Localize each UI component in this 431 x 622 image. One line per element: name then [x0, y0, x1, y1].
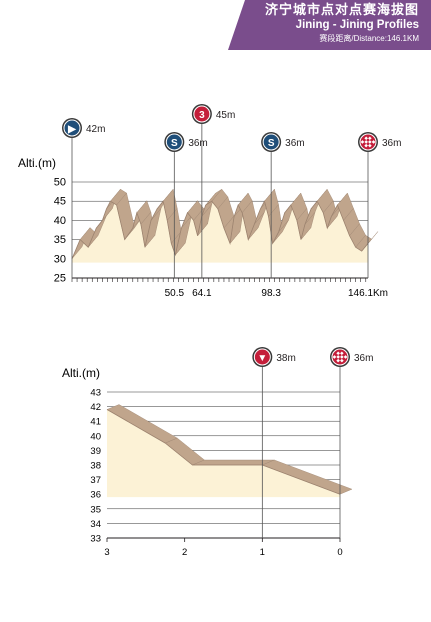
y-tick-label: 25	[54, 273, 66, 285]
marker-kom-3-icon-symbol: 3	[199, 110, 205, 121]
y-axis-label: Alti.(m)	[18, 156, 56, 170]
marker-sprint-icon-altitude: 36m	[285, 138, 304, 149]
elevation-line	[71, 200, 369, 259]
checker-square	[336, 355, 340, 359]
checker-square	[343, 355, 348, 359]
sprint-icon	[165, 133, 183, 151]
x-tick-label: 3	[104, 547, 109, 558]
marker-flamme-rouge-icon-altitude: 38m	[276, 353, 295, 364]
stage-distance: 赛段距离/Distance:146.1KM	[319, 34, 419, 43]
y-tick-label: 34	[90, 519, 101, 530]
header-banner: 济宁城市点对点赛海拔图 Jining - Jining Profiles 赛段距…	[0, 0, 431, 50]
x-tick-label: 0	[337, 547, 342, 558]
x-tick-label: 2	[182, 547, 187, 558]
y-tick-label: 35	[54, 234, 66, 246]
stage-title-cn: 济宁城市点对点赛海拔图	[264, 2, 419, 17]
y-tick-label: 35	[90, 504, 101, 515]
y-axis-label: Alti.(m)	[62, 366, 100, 380]
marker-sprint-icon-symbol: S	[171, 138, 178, 149]
checker-square	[336, 358, 340, 363]
y-tick-label: 41	[90, 417, 101, 428]
marker-sprint-icon-altitude: 36m	[188, 138, 207, 149]
y-tick-label: 37	[90, 475, 101, 486]
y-tick-label: 40	[90, 431, 101, 442]
sprint-icon	[262, 133, 280, 151]
x-tick-label: 1	[260, 547, 265, 558]
elevation-profile-chart: Alti.(m) 25 30 35 40 45 50 50.5 64.1 98.3 146.1Km ▶…	[18, 104, 401, 299]
stage-title-en: Jining - Jining Profiles	[295, 19, 419, 31]
y-tick-label: 39	[90, 446, 101, 457]
start-icon	[63, 119, 81, 137]
y-tick-label: 40	[54, 215, 66, 227]
marker-start-icon-altitude: 42m	[86, 124, 105, 135]
y-tick-label: 42	[90, 402, 101, 413]
y-tick-label: 36	[90, 490, 101, 501]
marker-flamme-rouge-icon-symbol: ▼	[257, 353, 267, 364]
y-tick-label: 33	[90, 534, 101, 545]
y-tick-label: 50	[54, 177, 66, 189]
kom-3-icon	[193, 105, 211, 123]
checker-square	[366, 134, 370, 139]
x-tick-label: 64.1	[192, 288, 212, 299]
y-tick-label: 45	[54, 196, 66, 208]
elevation-line	[106, 409, 341, 495]
marker-sprint-icon-symbol: S	[268, 138, 275, 149]
checker-square	[368, 143, 372, 148]
y-tick-label: 38	[90, 461, 101, 472]
banner-shape	[228, 0, 431, 50]
banner-text: 济宁城市点对点赛海拔图 Jining - Jining Profiles 赛段距…	[265, 2, 419, 44]
marker-start-icon-symbol: ▶	[67, 124, 77, 135]
flamme-rouge-icon	[253, 348, 271, 366]
x-tick-label: 98.3	[261, 288, 281, 299]
elevation-area	[107, 409, 340, 498]
marker-finish-icon-altitude: 36m	[382, 138, 401, 149]
checker-square	[340, 358, 344, 363]
x-tick-label: 146.1Km	[348, 288, 388, 299]
marker-finish-icon-altitude: 36m	[354, 353, 373, 364]
elevation-area	[72, 201, 368, 263]
marker-kom-3-icon-altitude: 45m	[216, 110, 235, 121]
y-tick-label: 43	[90, 388, 101, 399]
final-km-profile-chart: Alti.(m) 33 34 35 36 37 38 39 40 41 42 43 3 2 1 0 ▼ 38m 36…	[62, 347, 373, 558]
checker-square	[371, 140, 376, 144]
y-tick-label: 30	[54, 253, 66, 265]
checker-square	[341, 357, 346, 361]
x-tick-label: 50.5	[165, 288, 185, 299]
